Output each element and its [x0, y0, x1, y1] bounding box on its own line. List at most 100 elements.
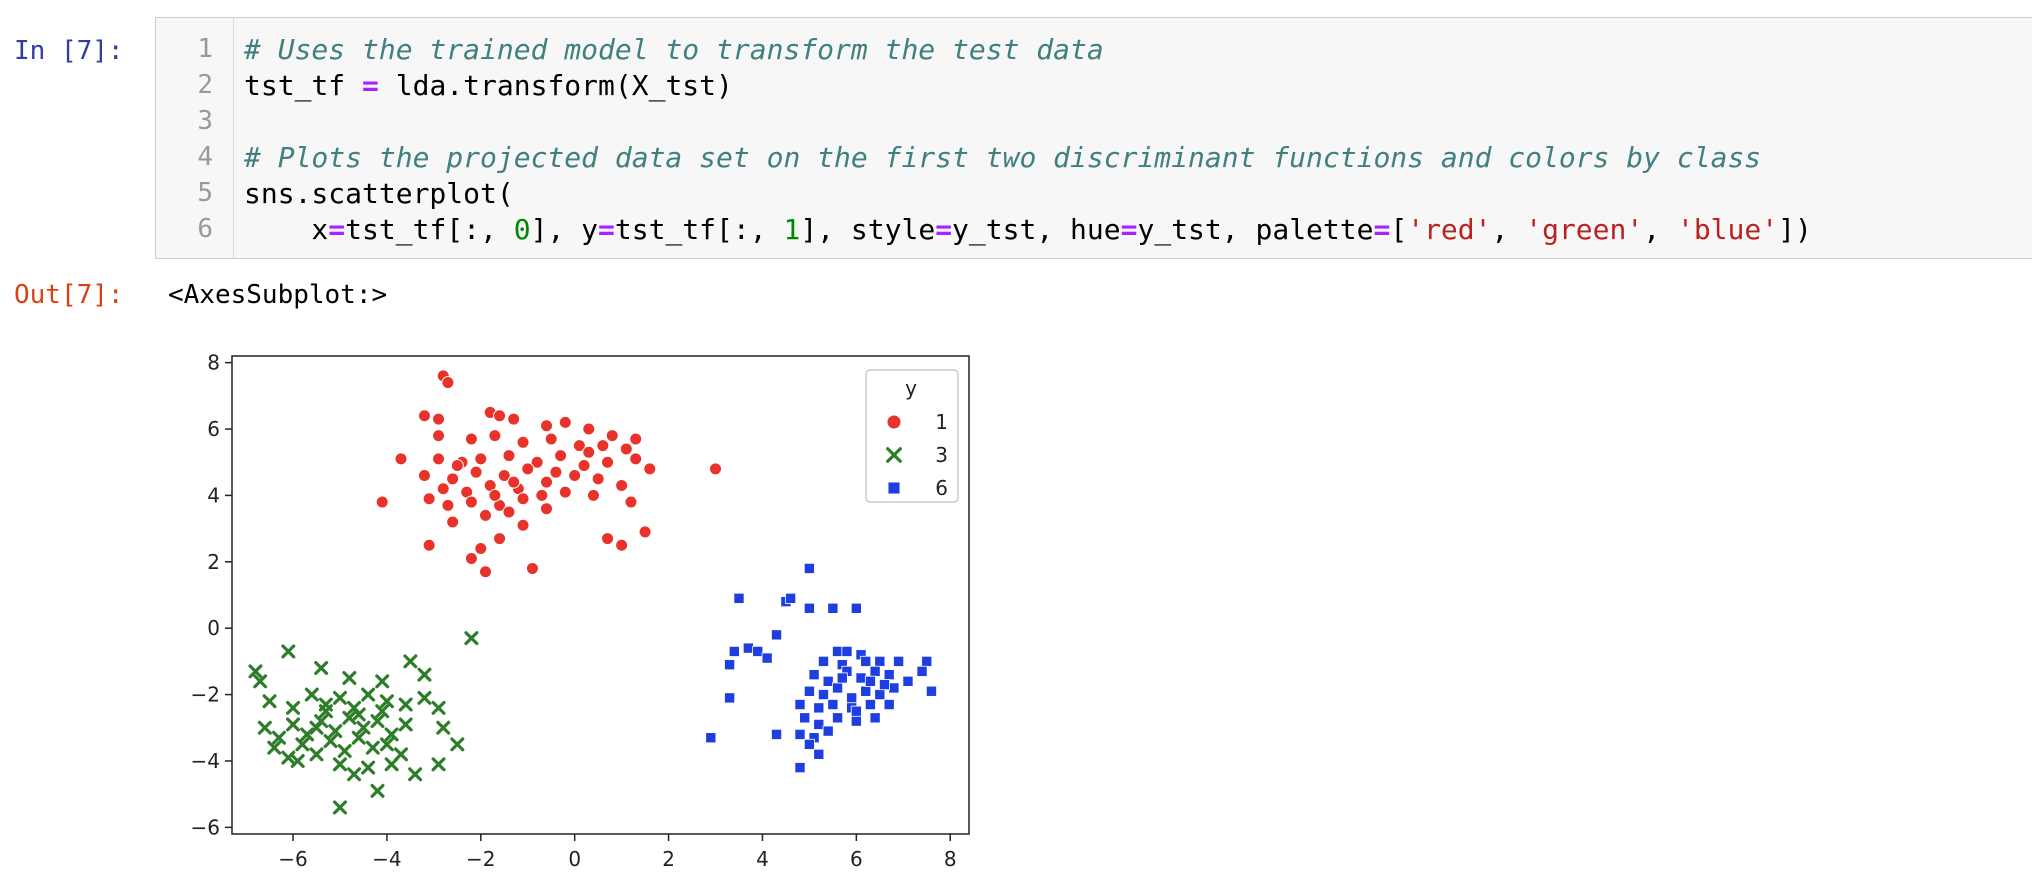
data-point-1 [577, 459, 591, 473]
data-point-6 [879, 679, 891, 691]
data-points [248, 369, 937, 815]
code-token: y_tst, palette [1137, 213, 1374, 246]
legend-title: y [905, 376, 917, 400]
code-line-2: tst_tf = lda.transform(X_tst) [244, 69, 733, 102]
code-cell-editor[interactable]: 1 2 3 4 5 6 # Uses the trained model to … [155, 17, 2032, 259]
code-line-1: # Uses the trained model to transform th… [244, 33, 1104, 66]
x-marker-stroke [370, 714, 385, 729]
code-token: sns.scatterplot( [244, 177, 514, 210]
data-point-1 [441, 376, 455, 390]
data-point-3 [417, 690, 432, 705]
y-tick-label: 2 [207, 550, 220, 574]
data-point-1 [432, 429, 446, 443]
data-point-6 [874, 655, 886, 667]
x-marker-stroke [332, 757, 347, 772]
data-point-6 [855, 672, 867, 684]
data-point-1 [488, 488, 502, 502]
data-point-3 [351, 730, 366, 745]
data-point-3 [351, 707, 366, 722]
data-point-1 [582, 445, 596, 459]
data-point-3 [365, 740, 380, 755]
data-point-1 [436, 482, 450, 496]
x-marker-stroke [370, 783, 385, 798]
data-point-6 [761, 652, 773, 664]
data-point-3 [370, 714, 385, 729]
data-point-6 [850, 602, 862, 614]
data-point-3 [267, 740, 282, 755]
data-point-3 [417, 667, 432, 682]
y-tick-label: −2 [191, 683, 220, 707]
code-operator: = [1373, 213, 1391, 246]
data-point-1 [464, 551, 478, 565]
x-marker-stroke [332, 800, 347, 815]
code-number: 1 [783, 213, 801, 246]
legend: y 1 3 6 [865, 369, 959, 503]
data-point-1 [540, 475, 554, 489]
data-point-3 [403, 654, 418, 669]
data-point-1 [601, 532, 615, 546]
code-comment: # Plots the projected data set on the fi… [244, 141, 1762, 174]
data-point-6 [803, 602, 815, 614]
x-marker-stroke [379, 737, 394, 752]
data-point-1 [446, 515, 460, 529]
data-point-3 [271, 730, 286, 745]
data-point-3 [332, 757, 347, 772]
data-point-3 [304, 687, 319, 702]
code-line-4: # Plots the projected data set on the fi… [244, 141, 1761, 174]
data-point-1 [540, 502, 554, 516]
code-token: x [244, 213, 329, 246]
x-marker-stroke [379, 694, 394, 709]
legend-box [865, 369, 959, 503]
data-point-1 [525, 561, 539, 575]
data-point-6 [902, 675, 914, 687]
data-point-1 [591, 472, 605, 486]
data-point-3 [375, 674, 390, 689]
data-point-1 [394, 452, 408, 466]
data-point-1 [629, 452, 643, 466]
data-point-3 [290, 753, 305, 768]
x-tick-label: 8 [944, 847, 957, 871]
x-marker-stroke [361, 760, 376, 775]
x-marker-stroke [351, 730, 366, 745]
code-operator: = [362, 69, 379, 102]
x-marker-stroke [286, 700, 301, 715]
data-point-6 [803, 738, 815, 750]
code-token: tst_tf [244, 69, 363, 102]
data-point-6 [785, 592, 797, 604]
code-operator: = [935, 213, 953, 246]
data-point-6 [705, 732, 717, 744]
data-point-6 [794, 728, 806, 740]
data-point-3 [379, 737, 394, 752]
data-point-6 [883, 669, 895, 681]
x-marker-stroke [281, 644, 296, 659]
code-operator: = [598, 213, 615, 246]
data-point-3 [375, 704, 390, 719]
data-point-6 [813, 748, 825, 760]
y-tick-label: −6 [191, 815, 220, 839]
data-point-1 [478, 565, 492, 579]
data-point-3 [332, 690, 347, 705]
data-point-3 [248, 664, 263, 679]
data-point-1 [558, 415, 572, 429]
x-marker-stroke [271, 730, 286, 745]
x-marker-stroke [398, 697, 413, 712]
data-point-3 [398, 717, 413, 732]
code-comment: # Uses the trained model to transform th… [244, 33, 1104, 66]
data-point-1 [544, 432, 558, 446]
data-point-6 [724, 659, 736, 671]
data-point-6 [846, 692, 858, 704]
x-marker-stroke [248, 664, 263, 679]
code-number: 0 [513, 213, 531, 246]
data-point-1 [493, 409, 507, 423]
data-point-6 [733, 592, 745, 604]
x-marker-stroke [309, 720, 324, 735]
scatter-plot: −6 −4 −2 0 2 4 6 8 −6 −4 −2 0 2 4 6 8 y 1 3 6 [191, 351, 970, 871]
x-marker-stroke [384, 727, 399, 742]
x-tick-label: 2 [662, 847, 675, 871]
line-number: 3 [197, 106, 213, 136]
data-point-6 [860, 685, 872, 697]
data-point-6 [864, 675, 876, 687]
data-point-1 [450, 459, 464, 473]
data-point-6 [799, 712, 811, 724]
code-token: , [1491, 213, 1526, 246]
